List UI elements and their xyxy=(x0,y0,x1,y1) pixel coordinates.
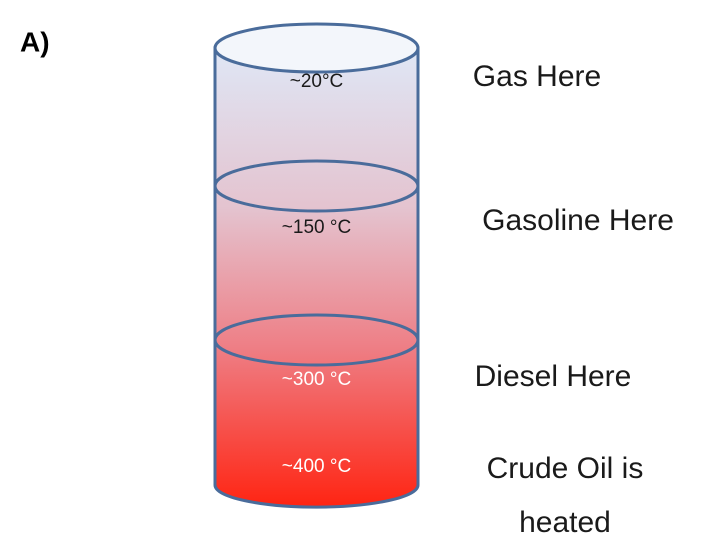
temperature-label: ~400 °C xyxy=(282,456,351,477)
fraction-label: Crude Oil is xyxy=(487,452,644,485)
fraction-label: Gasoline Here xyxy=(482,204,674,237)
cylinder-body xyxy=(213,46,420,509)
temperature-label: ~150 °C xyxy=(282,217,351,238)
cylinder-top xyxy=(213,22,420,74)
fraction-label: heated xyxy=(519,506,611,539)
tray xyxy=(213,159,420,213)
panel-label: A) xyxy=(20,26,50,57)
fraction-label: Diesel Here xyxy=(475,360,632,393)
temperature-label: ~300 °C xyxy=(282,369,351,390)
temperature-label: ~20°C xyxy=(290,71,344,92)
tray xyxy=(213,313,420,367)
fraction-label: Gas Here xyxy=(473,60,601,93)
